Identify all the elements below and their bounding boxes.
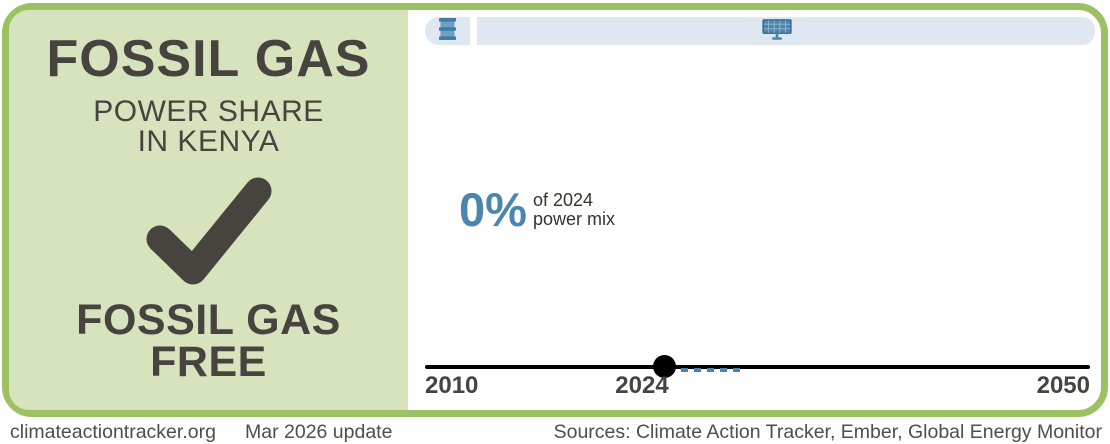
card-content: FOSSIL GAS POWER SHARE IN KENYA FOSSIL G… <box>9 10 1101 410</box>
subtitle-line-2: IN KENYA <box>137 125 280 158</box>
subtitle: POWER SHARE IN KENYA <box>9 97 408 157</box>
solar-panel-icon <box>762 19 792 41</box>
site-url: climateactiontracker.org <box>10 421 216 443</box>
infographic-card: FOSSIL GAS POWER SHARE IN KENYA FOSSIL G… <box>2 3 1108 417</box>
timeline-tick-2024: 2024 <box>615 372 669 399</box>
share-label-line-2: power mix <box>533 209 616 230</box>
page-title: FOSSIL GAS <box>46 30 371 88</box>
status-line-1: FOSSIL GAS <box>76 296 341 344</box>
timeline-tick-2010: 2010 <box>425 372 479 399</box>
fossil-gas-bar-segment <box>425 17 470 45</box>
share-label-line-1: of 2024 <box>533 190 594 210</box>
timeline-projection-dashes <box>668 368 743 372</box>
oil-barrel-icon <box>438 17 457 46</box>
share-value: 0% <box>459 183 527 236</box>
sources-credit: Sources: Climate Action Tracker, Ember, … <box>553 421 1102 443</box>
status-text: FOSSIL GAS FREE <box>9 296 408 387</box>
timeline-current-year-marker <box>653 355 676 378</box>
subtitle-line-1: POWER SHARE <box>93 95 324 128</box>
status-line-2: FREE <box>150 338 267 387</box>
timeline-axis <box>425 365 1090 369</box>
checkmark-icon <box>9 176 408 288</box>
left-panel: FOSSIL GAS POWER SHARE IN KENYA FOSSIL G… <box>9 10 408 410</box>
share-label: of 2024 power mix <box>533 190 616 230</box>
timeline-tick-2050: 2050 <box>1036 372 1090 399</box>
update-date: Mar 2026 update <box>245 421 393 443</box>
